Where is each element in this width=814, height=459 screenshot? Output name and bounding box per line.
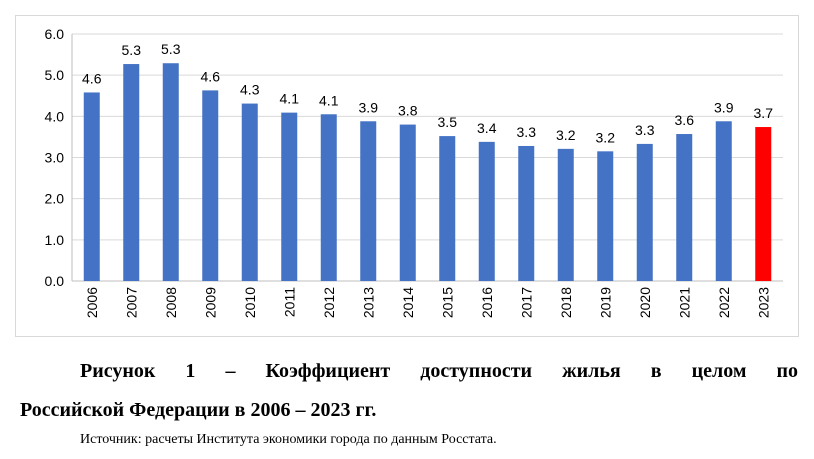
x-tick-label-2013: 2013 bbox=[360, 287, 376, 318]
data-label-2008: 5.3 bbox=[161, 41, 181, 57]
data-label-2023: 3.7 bbox=[754, 105, 774, 121]
data-label-2013: 3.9 bbox=[359, 99, 379, 115]
x-tick-label-2019: 2019 bbox=[597, 287, 613, 318]
data-label-2017: 3.3 bbox=[517, 124, 537, 140]
bar-2013 bbox=[360, 121, 377, 281]
x-tick-label-2006: 2006 bbox=[84, 287, 100, 318]
x-tick-label-2014: 2014 bbox=[400, 287, 416, 318]
data-label-2009: 4.6 bbox=[201, 68, 221, 84]
bar-chart: 0.0 1.0 2.0 3.0 4.0 5.0 6.0 4.6 2006 5.3 2007 5.3 20… bbox=[45, 26, 783, 318]
x-tick-label-2018: 2018 bbox=[558, 287, 574, 318]
bar-2023 bbox=[755, 127, 772, 281]
data-label-2018: 3.2 bbox=[556, 127, 576, 143]
y-tick-label: 1.0 bbox=[45, 232, 65, 248]
x-tick-label-2007: 2007 bbox=[123, 287, 139, 318]
caption-line-1: Рисунок 1 – Коэффициент доступности жиль… bbox=[80, 360, 798, 382]
figure-caption: Рисунок 1 – Коэффициент доступности жиль… bbox=[20, 352, 798, 430]
y-tick-label: 2.0 bbox=[45, 191, 65, 207]
data-label-2022: 3.9 bbox=[714, 99, 734, 115]
y-tick-label: 4.0 bbox=[45, 108, 65, 124]
x-tick-label-2021: 2021 bbox=[676, 287, 692, 318]
bar-2022 bbox=[715, 121, 732, 281]
data-label-2016: 3.4 bbox=[477, 120, 497, 136]
x-tick-label-2010: 2010 bbox=[242, 287, 258, 318]
x-tick-label-2012: 2012 bbox=[321, 287, 337, 318]
data-label-2006: 4.6 bbox=[82, 70, 102, 86]
bar-2009 bbox=[202, 90, 219, 281]
chart-container: 0.0 1.0 2.0 3.0 4.0 5.0 6.0 4.6 2006 5.3 2007 5.3 20… bbox=[15, 15, 799, 337]
data-label-2019: 3.2 bbox=[596, 129, 616, 145]
data-label-2011: 4.1 bbox=[280, 91, 300, 107]
bar-2017 bbox=[518, 145, 535, 281]
caption-line-2: Российской Федерации в 2006 – 2023 гг. bbox=[20, 399, 377, 421]
bar-2014 bbox=[399, 124, 416, 281]
data-label-2014: 3.8 bbox=[398, 103, 418, 119]
x-tick-label-2022: 2022 bbox=[716, 287, 732, 318]
x-tick-label-2016: 2016 bbox=[479, 287, 495, 318]
data-label-2021: 3.6 bbox=[675, 112, 695, 128]
bar-2021 bbox=[676, 134, 693, 281]
x-tick-label-2008: 2008 bbox=[163, 287, 179, 318]
bar-2011 bbox=[281, 112, 298, 282]
bar-2015 bbox=[439, 136, 456, 281]
x-tick-label-2020: 2020 bbox=[637, 287, 653, 318]
bar-2020 bbox=[636, 143, 653, 281]
y-tick-label: 0.0 bbox=[45, 273, 65, 289]
x-tick-label-2023: 2023 bbox=[755, 287, 771, 318]
bar-2010 bbox=[241, 103, 258, 282]
bar-2012 bbox=[320, 114, 337, 282]
bar-2006 bbox=[83, 92, 100, 281]
data-label-2007: 5.3 bbox=[122, 42, 142, 58]
bar-2018 bbox=[557, 148, 574, 281]
bar-2016 bbox=[478, 141, 495, 281]
x-tick-label-2015: 2015 bbox=[439, 287, 455, 318]
data-label-2015: 3.5 bbox=[438, 114, 458, 130]
y-tick-label: 6.0 bbox=[45, 26, 65, 42]
data-label-2020: 3.3 bbox=[635, 122, 655, 138]
y-tick-label: 3.0 bbox=[45, 150, 65, 166]
bar-2008 bbox=[162, 63, 179, 281]
data-label-2010: 4.3 bbox=[240, 82, 260, 98]
data-label-2012: 4.1 bbox=[319, 92, 339, 108]
bar-2007 bbox=[123, 64, 140, 281]
bar-2019 bbox=[597, 151, 614, 281]
x-tick-label-2017: 2017 bbox=[518, 287, 534, 318]
x-tick-label-2009: 2009 bbox=[202, 287, 218, 318]
x-tick-label-2011: 2011 bbox=[281, 287, 297, 317]
source-note: Источник: расчеты Института экономики го… bbox=[80, 432, 497, 447]
y-tick-label: 5.0 bbox=[45, 67, 65, 83]
